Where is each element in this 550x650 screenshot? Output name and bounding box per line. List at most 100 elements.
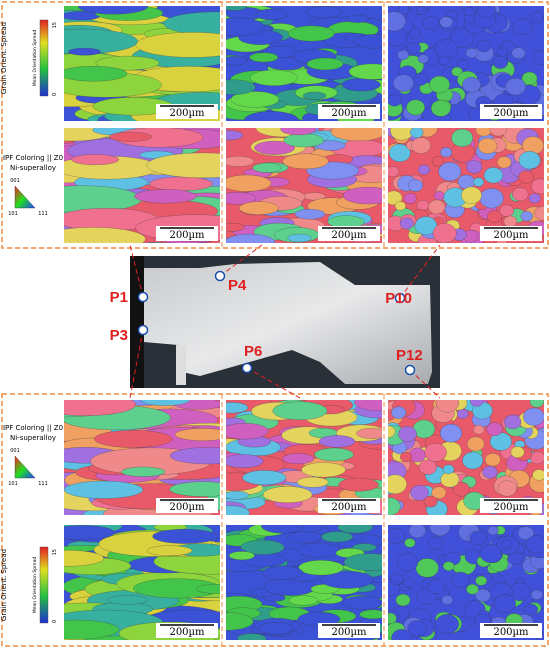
connector: [246, 367, 301, 399]
legend-material: Ni-superalloy: [10, 164, 56, 172]
gos-map: [226, 525, 382, 640]
grain: [391, 629, 413, 640]
grain: [407, 620, 427, 637]
grain: [497, 480, 517, 497]
point-marker: [404, 364, 416, 376]
grain: [451, 571, 470, 588]
grain: [442, 464, 455, 475]
grain: [64, 619, 120, 640]
grain: [501, 539, 513, 549]
grain: [314, 447, 354, 462]
legend-min: 0: [52, 620, 58, 623]
grain: [237, 633, 267, 640]
ipf-corner-label: 101: [8, 211, 18, 217]
grain: [520, 211, 534, 222]
grain: [226, 490, 249, 500]
grain: [195, 584, 220, 594]
grain: [95, 55, 160, 71]
grain: [280, 128, 317, 136]
gos-map: [388, 6, 544, 121]
legend-title: IPF Coloring || Z0: [3, 154, 63, 162]
grain: [393, 74, 414, 92]
grain: [475, 575, 488, 586]
grain: [429, 75, 450, 94]
ipf-triangle: [14, 455, 36, 479]
grain: [338, 477, 379, 492]
grain: [432, 223, 457, 243]
grain: [252, 162, 282, 173]
grain: [438, 55, 450, 66]
grain: [528, 193, 541, 204]
scale-bar-label: 200µm: [331, 502, 367, 513]
grain: [418, 459, 437, 475]
grain: [470, 400, 484, 407]
grain: [397, 6, 410, 15]
grain: [133, 578, 220, 599]
grain: [354, 400, 382, 412]
grain: [408, 28, 421, 39]
grain: [399, 451, 412, 462]
grain: [78, 6, 148, 15]
grain: [487, 526, 499, 536]
grain: [390, 573, 404, 585]
grain: [473, 177, 485, 187]
color-bar: [39, 546, 49, 624]
grain: [404, 538, 416, 548]
grain: [249, 52, 279, 63]
grain: [226, 56, 248, 66]
grain: [399, 217, 414, 230]
grain: [397, 49, 409, 60]
grain: [261, 525, 304, 534]
scale-bar-label: 200µm: [169, 108, 205, 119]
connector: [129, 244, 144, 298]
scale-bar-label: 200µm: [493, 230, 529, 241]
grain: [388, 11, 406, 32]
grain: [395, 593, 411, 607]
grain: [531, 178, 544, 195]
scale-bar-box: [318, 498, 380, 513]
grain: [108, 131, 152, 142]
grains: [64, 525, 220, 640]
grain: [301, 462, 346, 478]
grain: [529, 451, 544, 465]
grain: [226, 612, 254, 631]
grain: [288, 595, 319, 606]
point-label: P4: [228, 277, 247, 294]
grain: [318, 435, 356, 448]
grain: [302, 91, 327, 100]
grain: [422, 16, 440, 31]
point-marker: [137, 291, 149, 303]
grain: [174, 428, 220, 441]
scale-bar-label: 200µm: [331, 230, 367, 241]
scale-bar-box: [156, 104, 218, 119]
grain: [456, 59, 469, 70]
grain: [356, 427, 382, 439]
grain: [254, 8, 288, 21]
scale-bar-box: [318, 623, 380, 638]
grain: [483, 167, 503, 184]
gos-map: [226, 6, 382, 121]
grain: [330, 128, 382, 142]
grain: [343, 553, 382, 571]
gos-map: [388, 525, 544, 640]
grain: [518, 151, 541, 170]
grain: [409, 128, 424, 139]
grain: [489, 128, 508, 137]
grain: [438, 161, 462, 182]
scale-bar-box: [480, 226, 542, 241]
ipf-triangle: [14, 185, 36, 209]
grain: [510, 446, 525, 459]
grain: [294, 208, 326, 220]
grain: [243, 111, 299, 121]
grain: [134, 189, 197, 204]
grain: [530, 11, 544, 24]
scale-bar-box: [156, 498, 218, 513]
grain: [533, 50, 544, 65]
legend-max: 15: [52, 549, 58, 555]
grain: [282, 153, 329, 170]
grain: [146, 545, 193, 556]
scale-bar-label: 200µm: [493, 627, 529, 638]
color-bar: [39, 19, 49, 97]
grain: [388, 425, 396, 438]
grain: [417, 164, 431, 175]
